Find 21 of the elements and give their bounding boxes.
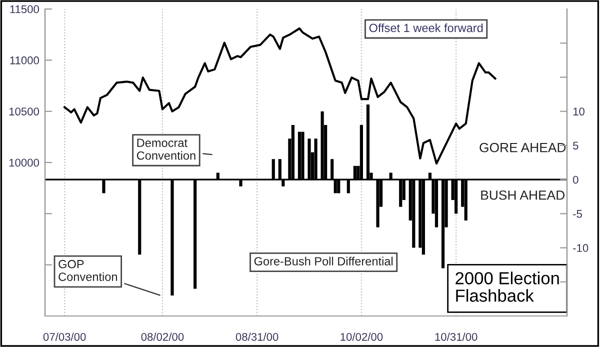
x-tick-label: 08/02/00 [141, 332, 184, 341]
y2-tick-label: -5 [573, 210, 582, 218]
x-tick-label: 10/02/00 [340, 332, 383, 341]
y2-tick-label: 5 [573, 142, 578, 150]
annotation: Offset 1 week forward [369, 23, 483, 32]
annotation: GOP Convention [58, 260, 118, 282]
y2-tick-label: 10 [573, 108, 584, 116]
annotation: GORE AHEAD [480, 142, 566, 152]
annotation: Democrat Convention [136, 138, 196, 160]
annotation: BUSH AHEAD [481, 190, 565, 200]
x-tick-label: 10/31/00 [435, 332, 478, 341]
y-tick-label: 11500 [10, 5, 40, 14]
y2-tick-label: 0 [572, 176, 578, 184]
text: 2000 Election Flashback [456, 272, 559, 302]
y2-tick-label: -10 [573, 244, 588, 252]
y-tick-label: 10500 [9, 108, 40, 116]
x-tick-label: 07/03/00 [43, 332, 86, 341]
x-tick-label: 08/31/00 [236, 332, 278, 341]
y-tick-label: 10000 [9, 158, 40, 167]
annotation: Gore-Bush Poll Differential [254, 256, 393, 266]
y-tick-label: 11000 [10, 56, 40, 64]
